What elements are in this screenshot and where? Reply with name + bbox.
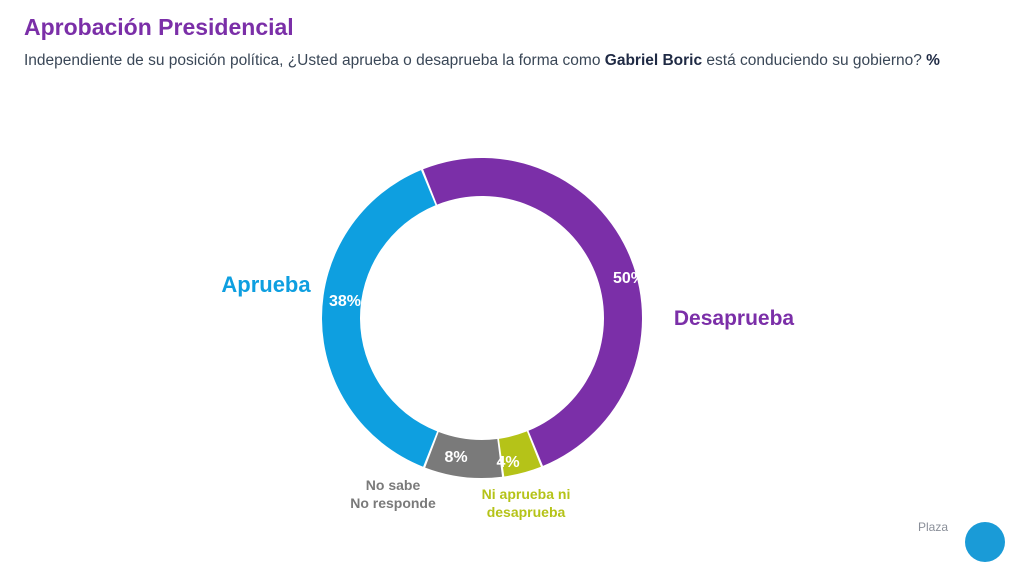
slice-aprueba <box>322 170 438 467</box>
donut-chart: 50% 4% 8% 38% Desaprueba Ni aprueba ni desapru… <box>221 157 795 520</box>
slice-desaprueba <box>423 157 643 466</box>
label-desaprueba: Desaprueba <box>674 307 795 330</box>
chart-subtitle: Independiente de su posición política, ¿… <box>24 51 954 71</box>
chart-title: Aprobación Presidencial <box>24 14 294 40</box>
brand-logo-icon <box>965 522 1005 562</box>
label-no-sabe-no-responde-line: No sabe <box>366 477 421 493</box>
label-desaprueba-line: Desaprueba <box>674 307 795 330</box>
label-ni-aprueba-ni-desaprueba: Ni aprueba ni desaprueba <box>482 486 571 520</box>
label-aprueba-line: Aprueba <box>221 272 311 297</box>
label-ni-aprueba-ni-desaprueba-line: Ni aprueba ni <box>482 486 571 502</box>
value-label-aprueba: 38% <box>329 293 361 310</box>
subtitle-name: Gabriel Boric <box>604 52 703 69</box>
slice-no-sabe-no-responde <box>425 432 503 478</box>
slice-ni-aprueba-ni-desaprueba <box>498 431 541 477</box>
subtitle-question-end: está conduciendo su gobierno? <box>702 52 927 69</box>
label-ni-aprueba-ni-desaprueba-line: desaprueba <box>487 504 566 520</box>
label-no-sabe-no-responde: No sabe No responde <box>350 477 436 511</box>
value-label-ni-aprueba-ni-desaprueba: 4% <box>496 454 519 471</box>
label-aprueba: Aprueba <box>221 272 311 297</box>
label-no-sabe-no-responde-line: No responde <box>350 495 436 511</box>
subtitle-question-start: Independiente de su posición política, ¿… <box>24 52 605 69</box>
brand-logo-text: Plaza <box>918 520 949 534</box>
value-label-no-sabe-no-responde: 8% <box>444 449 467 466</box>
value-label-desaprueba: 50% <box>613 270 645 287</box>
subtitle-unit: % <box>926 52 940 69</box>
